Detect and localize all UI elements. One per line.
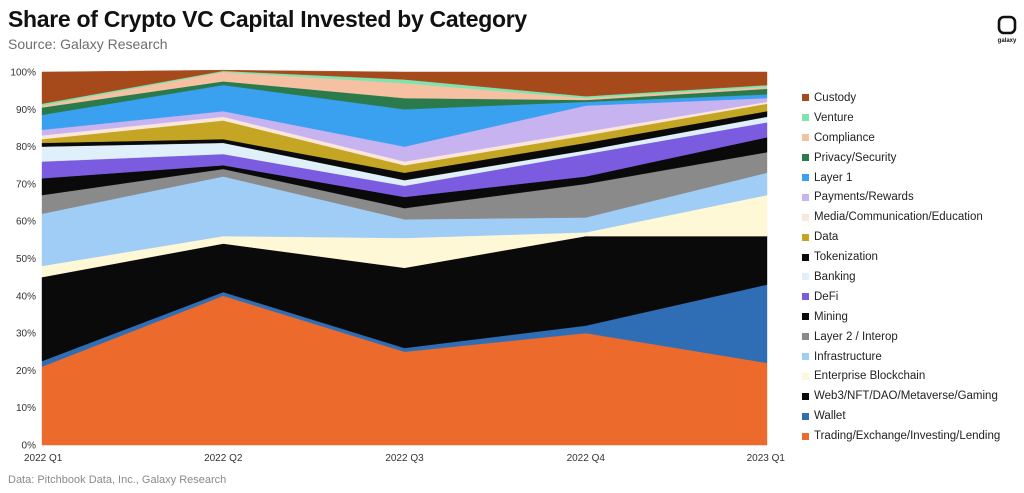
y-tick-label: 90% (16, 105, 36, 116)
legend-label: Privacy/Security (814, 151, 897, 164)
legend-swatch (802, 253, 809, 261)
legend-item: Banking (802, 267, 1000, 287)
legend-swatch (802, 353, 809, 361)
legend-item: Trading/Exchange/Investing/Lending (802, 426, 1000, 446)
legend-label: Enterprise Blockchain (814, 370, 926, 383)
legend-item: Media/Communication/Education (802, 207, 1000, 227)
legend-item: Privacy/Security (802, 148, 1000, 168)
y-tick-label: 50% (16, 254, 36, 265)
legend-item: DeFi (802, 287, 1000, 307)
galaxy-logo-text: galaxy (997, 38, 1017, 44)
legend-item: Venture (802, 108, 1000, 128)
legend-swatch (802, 412, 809, 420)
galaxy-logo: galaxy (996, 14, 1022, 50)
legend-swatch (802, 432, 809, 440)
legend-item: Data (802, 227, 1000, 247)
legend-item: Compliance (802, 128, 1000, 148)
legend-label: Wallet (814, 410, 846, 423)
legend-swatch (802, 273, 809, 281)
legend-label: Payments/Rewards (814, 191, 914, 204)
x-tick-label: 2022 Q3 (385, 453, 424, 464)
legend-label: Venture (814, 111, 854, 124)
legend-swatch (802, 233, 809, 241)
x-axis-ticks: 2022 Q1 2022 Q2 2022 Q3 2022 Q4 2023 Q1 (24, 453, 785, 464)
chart-legend: Custody Venture Compliance Privacy/Security… (802, 88, 1000, 446)
y-tick-label: 100% (10, 68, 36, 79)
x-tick-label: 2022 Q4 (567, 453, 606, 464)
legend-label: Trading/Exchange/Investing/Lending (814, 430, 1001, 443)
y-tick-label: 20% (16, 366, 36, 377)
legend-item: Wallet (802, 406, 1000, 426)
legend-label: Mining (814, 310, 848, 323)
legend-swatch (802, 154, 809, 162)
galaxy-logo-icon (997, 15, 1017, 35)
legend-swatch (802, 293, 809, 301)
legend-swatch (802, 94, 809, 102)
legend-swatch (802, 134, 809, 142)
legend-item: Infrastructure (802, 347, 1000, 367)
legend-swatch (802, 114, 809, 122)
area-custody (41, 69, 768, 104)
legend-item: Custody (802, 88, 1000, 108)
legend-label: Layer 2 / Interop (814, 330, 898, 343)
chart-footnote: Data: Pitchbook Data, Inc., Galaxy Resea… (8, 474, 227, 486)
legend-label: Tokenization (814, 251, 878, 264)
legend-label: Data (814, 231, 839, 244)
y-tick-label: 40% (16, 291, 36, 302)
x-tick-label: 2022 Q1 (24, 453, 63, 464)
y-tick-label: 60% (16, 217, 36, 228)
legend-label: Infrastructure (814, 350, 882, 363)
area-series (41, 69, 768, 446)
stacked-area-chart: 0% 10% 20% 30% 40% 50% 60% 70% 80% 90% 100% 2022 Q… (10, 68, 785, 465)
legend-label: Banking (814, 270, 856, 283)
chart-subtitle: Source: Galaxy Research (8, 36, 168, 52)
legend-item: Tokenization (802, 247, 1000, 267)
legend-swatch (802, 174, 809, 181)
y-tick-label: 0% (22, 441, 37, 452)
y-tick-label: 30% (16, 329, 36, 340)
legend-label: Compliance (814, 131, 875, 144)
legend-swatch (802, 372, 809, 380)
y-tick-label: 10% (16, 403, 36, 414)
legend-label: Custody (814, 91, 857, 104)
legend-swatch (802, 392, 809, 400)
legend-swatch (802, 213, 809, 221)
legend-item: Web3/NFT/DAO/Metaverse/Gaming (802, 386, 1000, 406)
legend-item: Payments/Rewards (802, 187, 1000, 207)
x-tick-label: 2022 Q2 (204, 453, 243, 464)
y-tick-label: 80% (16, 142, 36, 153)
legend-swatch (802, 333, 809, 341)
chart-title: Share of Crypto VC Capital Invested by C… (8, 6, 527, 32)
legend-swatch (802, 193, 809, 201)
legend-item: Mining (802, 307, 1000, 327)
y-axis-ticks: 0% 10% 20% 30% 40% 50% 60% 70% 80% 90% 100% (10, 68, 36, 452)
legend-swatch (802, 313, 809, 321)
legend-label: DeFi (814, 290, 839, 303)
y-tick-label: 70% (16, 179, 36, 190)
legend-item: Enterprise Blockchain (802, 366, 1000, 386)
legend-item: Layer 1 (802, 168, 1000, 188)
legend-item: Layer 2 / Interop (802, 327, 1000, 347)
legend-label: Media/Communication/Education (814, 211, 983, 224)
x-tick-label: 2023 Q1 (747, 453, 786, 464)
legend-label: Web3/NFT/DAO/Metaverse/Gaming (814, 390, 998, 403)
legend-label: Layer 1 (814, 171, 853, 184)
